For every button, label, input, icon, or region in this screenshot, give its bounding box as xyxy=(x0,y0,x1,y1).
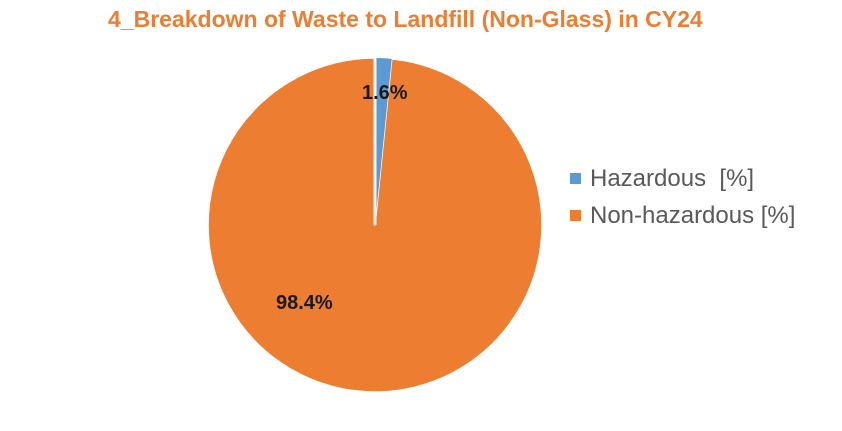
data-label-non-hazardous: 98.4% xyxy=(276,292,333,314)
legend-item-non-hazardous: Non-hazardous [%] xyxy=(570,197,795,234)
legend-label-non-hazardous: Non-hazardous [%] xyxy=(590,201,796,229)
legend-item-hazardous: Hazardous [%] xyxy=(570,160,795,197)
pie-slices xyxy=(207,57,543,393)
legend-swatch-non-hazardous xyxy=(570,210,581,221)
chart-title: 4_Breakdown of Waste to Landfill (Non-Gl… xyxy=(108,6,703,32)
legend-label-hazardous: Hazardous [%] xyxy=(590,164,755,192)
data-label-hazardous: 1.6% xyxy=(362,82,408,104)
legend-swatch-hazardous xyxy=(570,173,581,184)
chart-legend: Hazardous [%] Non-hazardous [%] xyxy=(570,160,795,234)
pie-slice-hazardous xyxy=(375,57,392,225)
